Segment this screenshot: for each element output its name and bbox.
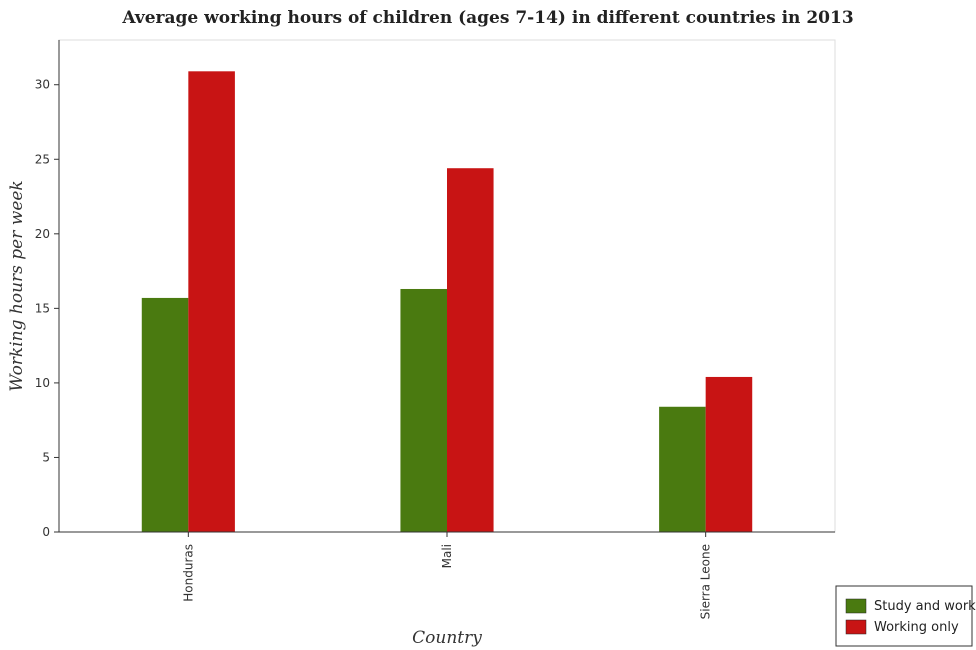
y-tick-label: 25 (35, 152, 50, 166)
legend-box (835, 585, 973, 647)
bar-working-only (447, 168, 494, 532)
bar-study-and-work (400, 288, 447, 532)
x-axis: Honduras Mali Sierra Leone (59, 531, 835, 619)
x-tick-label: Honduras (181, 544, 195, 602)
bar-working-only (188, 71, 235, 533)
y-tick-label: 5 (42, 450, 50, 464)
x-tick-label: Mali (440, 544, 454, 568)
bar-study-and-work (659, 406, 706, 532)
y-tick-label: 30 (35, 78, 50, 92)
x-axis-label: Country (412, 628, 482, 648)
legend: Study and work Working only (835, 585, 976, 647)
legend-swatch (845, 598, 867, 614)
legend-label: Working only (874, 620, 959, 635)
bar-working-only (705, 376, 753, 532)
y-axis-label: Working hours per week (7, 180, 27, 392)
legend-label: Study and work (874, 599, 976, 614)
y-tick-label: 20 (35, 227, 50, 241)
chart-title: Average working hours of children (ages … (122, 8, 854, 28)
y-axis: 0 5 10 15 20 25 30 (35, 40, 60, 539)
legend-swatch (845, 619, 867, 635)
y-tick-label: 15 (35, 301, 50, 315)
bars-group (141, 71, 753, 533)
bar-study-and-work (141, 297, 189, 532)
x-tick-label: Sierra Leone (699, 544, 713, 619)
y-tick-label: 10 (35, 376, 50, 390)
y-tick-label: 0 (42, 525, 50, 539)
